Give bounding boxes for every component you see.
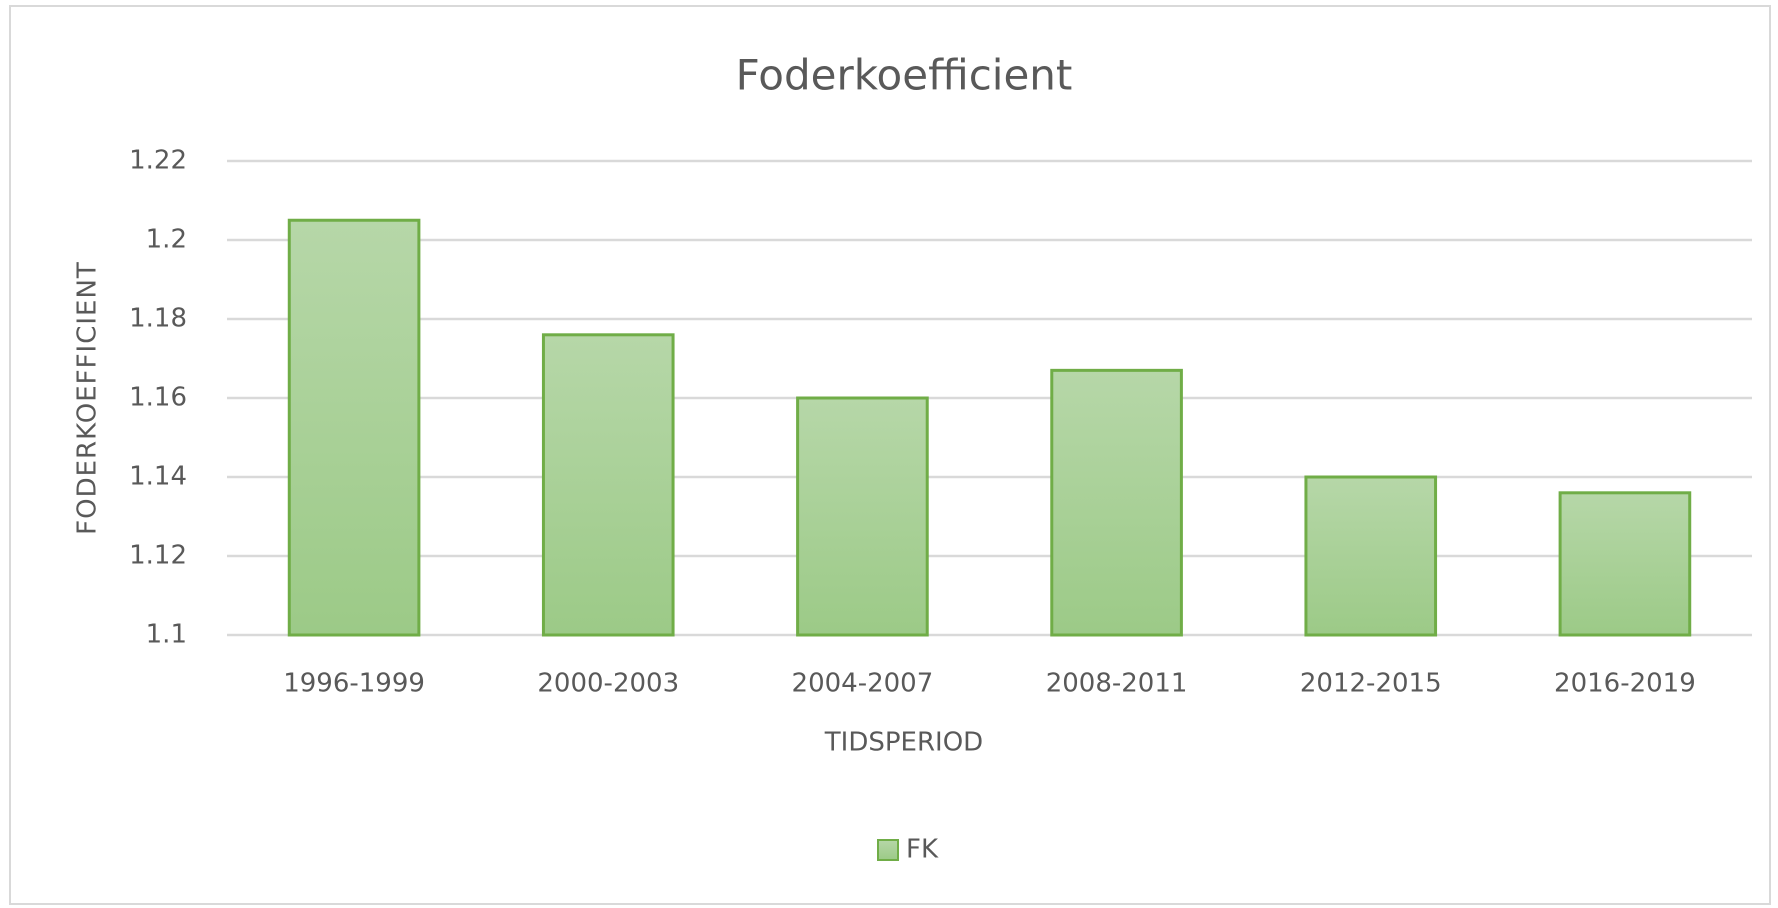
bar	[1304, 475, 1438, 637]
y-tick-label: 1.16	[129, 383, 187, 413]
chart-title: Foderkoefficient	[736, 51, 1073, 100]
y-tick-label: 1.1	[146, 620, 187, 650]
x-tick-label: 1996-1999	[283, 669, 425, 699]
y-tick-label: 1.22	[129, 146, 187, 176]
y-tick-label: 1.14	[129, 462, 187, 492]
bar	[1558, 491, 1692, 637]
x-tick-label: 2016-2019	[1554, 669, 1696, 699]
x-tick-label: 2012-2015	[1300, 669, 1442, 699]
x-tick-label: 2008-2011	[1046, 669, 1188, 699]
legend-label: FK	[906, 835, 939, 865]
legend-swatch	[877, 839, 899, 861]
x-tick-label: 2000-2003	[537, 669, 679, 699]
y-tick-label: 1.18	[129, 304, 187, 334]
x-axis-title: TIDSPERIOD	[824, 728, 983, 758]
bar	[287, 218, 421, 637]
y-tick-label: 1.2	[146, 225, 187, 255]
bar	[796, 396, 929, 637]
bar	[541, 333, 675, 637]
y-axis-title: FODERKOEFFICIENT	[73, 261, 103, 535]
x-tick-label: 2004-2007	[792, 669, 934, 699]
y-tick-label: 1.12	[129, 541, 187, 571]
bar	[1050, 368, 1183, 637]
